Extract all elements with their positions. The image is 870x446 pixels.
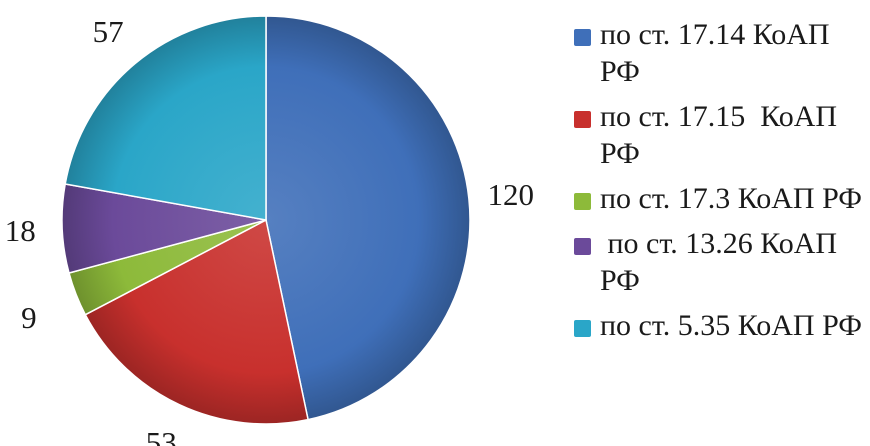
legend-swatch-1: [574, 111, 591, 128]
pie-slice-4: [64, 15, 267, 221]
legend-label-4: по ст. 5.35 КоАП РФ: [600, 309, 862, 342]
legend-item-4: по ст. 5.35 КоАП РФ: [574, 307, 864, 344]
legend: по ст. 17.14 КоАП РФ по ст. 17.15 КоАП РФ…: [574, 16, 864, 352]
pie-value-labels: 120 53 9 18 57: [5, 14, 534, 446]
legend-item-3: по ст. 13.26 КоАП РФ: [574, 225, 864, 299]
pie-slices: [61, 15, 471, 425]
legend-swatch-2: [574, 193, 591, 210]
slice-value-label-0: 120: [487, 177, 534, 212]
pie-plot: 120 53 9 18 57: [5, 14, 534, 446]
legend-label-1: по ст. 17.15 КоАП РФ: [600, 100, 845, 170]
legend-item-2: по ст. 17.3 КоАП РФ: [574, 180, 864, 217]
slice-value-label-3: 18: [5, 213, 36, 248]
pie-slice-1: [84, 219, 309, 425]
slice-value-label-4: 57: [93, 14, 124, 49]
slice-value-label-1: 53: [146, 425, 177, 446]
legend-item-1: по ст. 17.15 КоАП РФ: [574, 98, 864, 172]
legend-item-0: по ст. 17.14 КоАП РФ: [574, 16, 864, 90]
legend-swatch-3: [574, 238, 591, 255]
legend-label-0: по ст. 17.14 КоАП РФ: [600, 18, 838, 88]
legend-label-3: по ст. 13.26 КоАП РФ: [600, 227, 845, 297]
slice-value-label-2: 9: [21, 300, 37, 335]
legend-swatch-0: [574, 29, 591, 46]
legend-swatch-4: [574, 320, 591, 337]
legend-label-2: по ст. 17.3 КоАП РФ: [600, 182, 862, 215]
pie-slice-0: [265, 15, 471, 421]
